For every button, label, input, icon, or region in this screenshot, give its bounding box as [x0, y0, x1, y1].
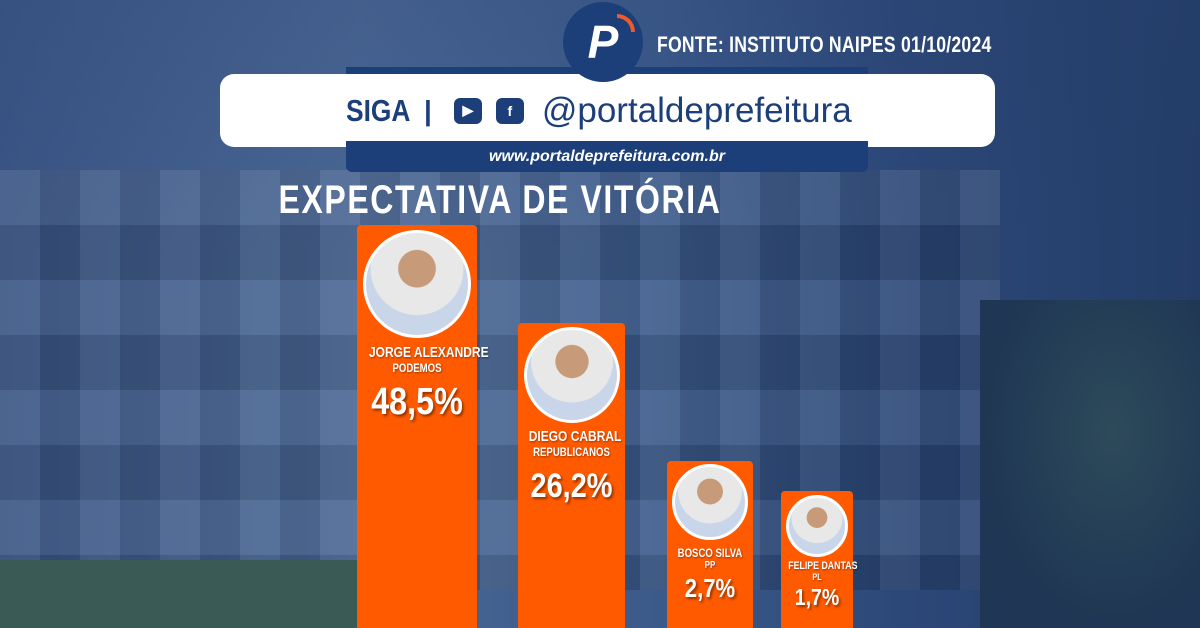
logo-letter: P	[587, 16, 619, 68]
bar-0: JORGE ALEXANDRE PODEMOS 48,5%	[357, 225, 489, 628]
trees-background	[980, 300, 1200, 628]
candidate-photo	[786, 495, 848, 557]
candidate-name: DIEGO CABRAL	[528, 428, 622, 445]
candidate-photo	[363, 230, 471, 338]
candidate-party: PL	[812, 572, 822, 582]
bar-1: DIEGO CABRAL REPUBLICANOS 26,2%	[518, 323, 625, 628]
social-handle: @portaldeprefeitura	[541, 90, 852, 130]
candidate-party: PP	[704, 560, 716, 571]
bar-2: BOSCO SILVA PP 2,7%	[667, 461, 753, 628]
data-label: 2,7%	[684, 573, 736, 603]
candidate-name: JORGE ALEXANDRE	[369, 344, 489, 361]
candidate-name: FELIPE DANTAS	[788, 560, 858, 572]
source-label: FONTE: INSTITUTO NAIPES 01/10/2024	[657, 32, 992, 57]
signal-icon	[617, 14, 635, 32]
data-label: 48,5%	[371, 381, 463, 423]
portal-logo: P	[563, 2, 643, 82]
candidate-party: PODEMOS	[392, 361, 442, 375]
facebook-icon: f	[495, 97, 524, 124]
candidate-photo	[672, 464, 748, 540]
candidate-name: BOSCO SILVA	[677, 546, 743, 560]
candidate-photo	[523, 327, 620, 423]
chart-title: EXPECTATIVA DE VITÓRIA	[278, 178, 722, 222]
data-label: 26,2%	[530, 467, 613, 505]
data-label: 1,7%	[794, 584, 840, 610]
bar-3: FELIPE DANTAS PL 1,7%	[781, 491, 858, 628]
separator: |	[424, 94, 432, 126]
grass-background	[0, 560, 360, 628]
website-url: www.portaldeprefeitura.com.br	[346, 141, 868, 172]
follow-label: SIGA	[346, 92, 411, 128]
follow-banner: SIGA | ▶ f @portaldeprefeitura	[220, 74, 995, 147]
youtube-icon: ▶	[453, 97, 482, 124]
candidate-party: REPUBLICANOS	[533, 445, 610, 459]
